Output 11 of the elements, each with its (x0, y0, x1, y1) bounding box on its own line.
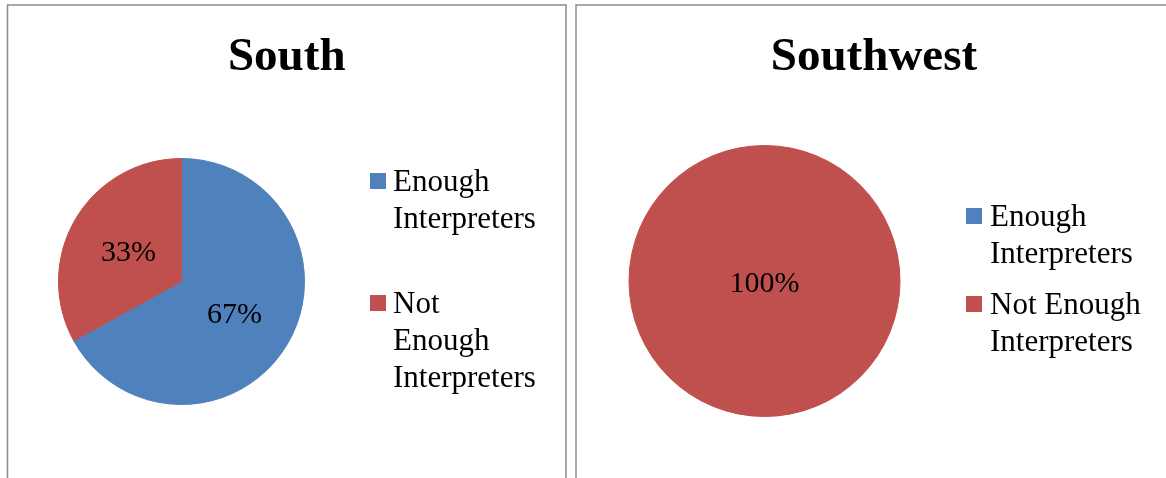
chart-title: Southwest (770, 28, 978, 80)
pie-slice (73, 158, 305, 405)
legend-label: Enough Interpreters (393, 163, 536, 235)
legend-label: Not Enough Interpreters (990, 286, 1142, 358)
data-label: 67% (206, 296, 262, 330)
chart-title: South (227, 28, 346, 80)
data-label: 100% (729, 264, 800, 298)
legend-label: Enough Interpreters (990, 198, 1133, 270)
legend-label: Not Enough Interpreters (393, 285, 536, 394)
data-label: 33% (101, 233, 157, 267)
pie-slice (58, 158, 182, 342)
